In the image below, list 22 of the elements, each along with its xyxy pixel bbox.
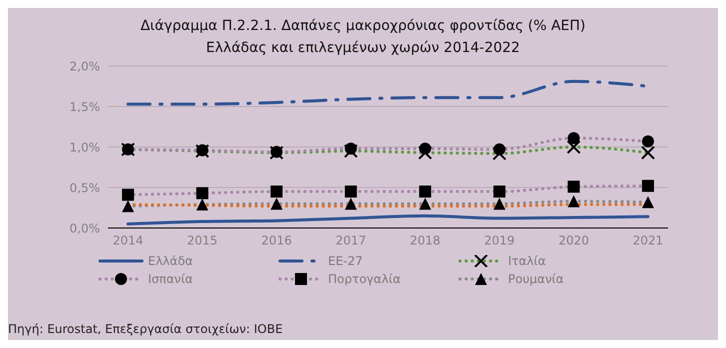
x-tick-label: 2020: [558, 234, 589, 248]
legend-label: Ρουμανία: [508, 272, 564, 286]
x-tick-label: 2016: [261, 234, 292, 248]
legend-label: Ισπανία: [148, 272, 193, 286]
x-tick-label: 2014: [112, 234, 144, 248]
chart-subtitle: Ελλάδας και επιλεγμένων χωρών 2014-2022: [205, 40, 521, 56]
text: Πηγή: Eurostat, Επεξεργασία στοιχείων: ΙΟΒΕ: [8, 322, 283, 336]
y-tick-label: 2,0%: [70, 59, 100, 74]
y-tick-label: 1,0%: [70, 140, 100, 154]
chart-title: Διάγραμμα Π.2.2.1. Δαπάνες μακροχρόνιας φροντίδας (% ΑΕΠ): [139, 18, 587, 34]
legend-label: Ελλάδα: [148, 254, 193, 268]
legend-label: Πορτογαλία: [328, 272, 401, 286]
y-tick-label: 0,5%: [70, 180, 100, 195]
legend-label: ΕΕ-27: [328, 254, 363, 268]
x-tick-label: 2021: [632, 234, 664, 248]
x-tick-label: 2017: [336, 234, 366, 248]
x-tick-label: 2019: [484, 234, 515, 248]
y-tick-label: 1,5%: [70, 100, 100, 114]
x-tick-label: 2018: [410, 234, 440, 248]
y-tick-label: 0,0%: [70, 221, 100, 236]
legend-label: Ιταλία: [508, 254, 546, 268]
x-tick-label: 2015: [187, 234, 218, 248]
